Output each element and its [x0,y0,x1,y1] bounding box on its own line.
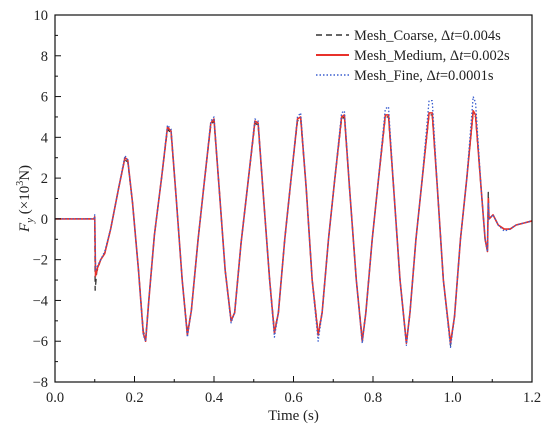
x-tick-label: 1.2 [523,390,541,406]
tick-layer [54,14,533,383]
y-axis-label-unit: (×10 [17,186,33,218]
y-tick-label: −8 [33,375,48,391]
legend-label-coarse: Mesh_Coarse, Δt=0.004s [354,28,501,44]
x-axis-label: Time (s) [268,408,319,424]
y-tick-label: 10 [34,8,49,24]
y-axis-label-superscript: 3 [15,181,26,186]
y-axis-label: Fy (×103N) [15,165,36,233]
series-line-coarse [55,112,533,346]
legend-entry-coarse: Mesh_Coarse, Δt=0.004s [316,28,501,44]
x-tick-label: 0.6 [284,390,302,406]
series-line-fine [55,95,533,348]
y-tick-label: 6 [41,90,48,106]
legend-label-medium: Mesh_Medium, Δt=0.002s [354,48,510,64]
y-tick-label: 8 [41,49,48,65]
y-tick-label: 4 [41,130,49,146]
legend-entry-medium: Mesh_Medium, Δt=0.002s [316,48,510,64]
x-tick-label: 1.0 [443,390,461,406]
legend-label-fine: Mesh_Fine, Δt=0.0001s [354,68,494,84]
series-line-medium [55,110,533,345]
y-tick-label: 0 [41,212,48,228]
x-tick-label: 0.0 [46,390,64,406]
x-tick-label: 0.4 [205,390,224,406]
series-layer [55,95,533,348]
y-tick-label: 2 [41,171,48,187]
y-axis-label-unit-end: N) [17,165,33,181]
y-tick-label: −2 [33,253,48,269]
x-tick-label: 0.8 [364,390,382,406]
tick-label-layer: 0.0 0.2 0.4 0.6 0.8 1.0 1.2 −8 −6 −4 −2 0 2 4 6 8 10 [33,8,542,406]
y-tick-label: −6 [33,334,48,350]
x-tick-label: 0.2 [125,390,143,406]
y-axis-label-subscript: y [24,218,36,224]
y-tick-label: −4 [33,293,49,309]
legend: Mesh_Coarse, Δt=0.004s Mesh_Medium, Δt=0… [316,28,510,84]
legend-entry-fine: Mesh_Fine, Δt=0.0001s [316,68,494,84]
y-axis-label-symbol: F [17,222,33,233]
